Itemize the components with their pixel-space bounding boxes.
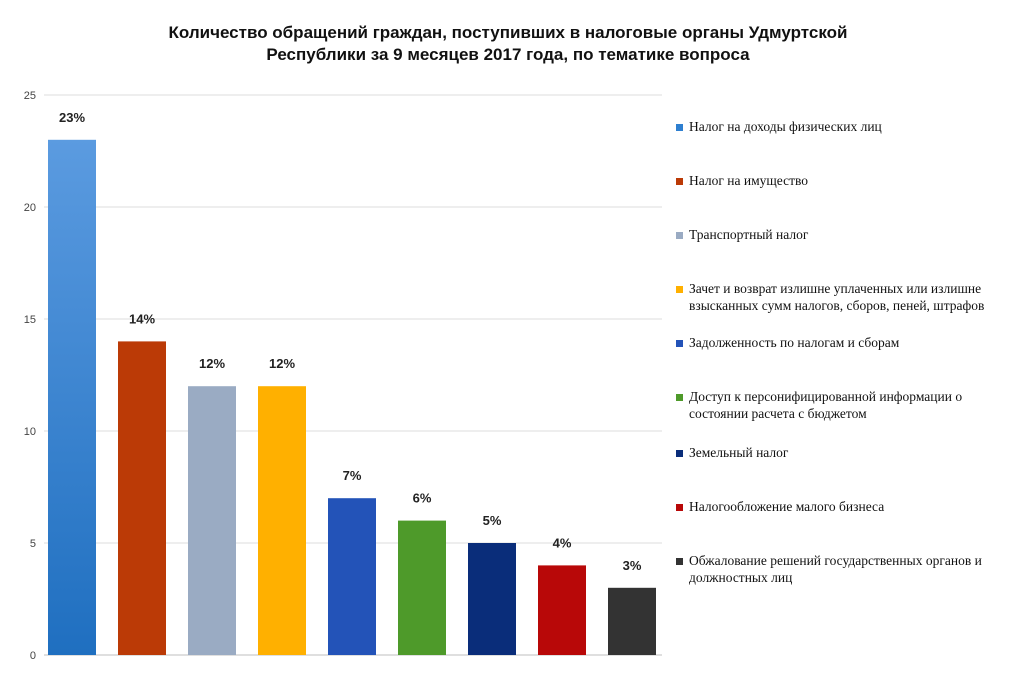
y-tick-label: 5 (30, 538, 36, 550)
data-label-6: 6% (413, 491, 432, 506)
chart-title-line-1: Количество обращений граждан, поступивши… (168, 23, 848, 42)
data-label-3: 12% (199, 356, 225, 371)
legend-swatch (676, 558, 683, 565)
chart-title-line-2: Республики за 9 месяцев 2017 года, по те… (266, 45, 750, 64)
legend-label: Задолженность по налогам и сборам (689, 335, 900, 350)
bar-4 (258, 386, 306, 655)
legend-swatch (676, 450, 683, 457)
y-tick-label: 25 (24, 90, 36, 102)
bar-6 (398, 520, 446, 655)
data-label-5: 7% (343, 468, 362, 483)
bar-1 (48, 139, 96, 656)
bar-2 (118, 341, 166, 655)
y-tick-label: 20 (24, 202, 36, 214)
y-tick-label: 15 (24, 314, 36, 326)
data-label-4: 12% (269, 356, 295, 371)
y-tick-label: 0 (30, 650, 36, 662)
data-label-9: 3% (623, 558, 642, 573)
legend-item-4: Зачет и возврат излишне уплаченных или и… (676, 280, 1001, 314)
legend-item-5: Задолженность по налогам и сборам (676, 334, 1001, 351)
legend-swatch (676, 232, 683, 239)
legend-swatch (676, 178, 683, 185)
y-tick-label: 10 (24, 426, 36, 438)
legend-label: Доступ к персонифицированной информации … (689, 389, 963, 421)
legend-label: Земельный налог (689, 445, 789, 460)
legend-label: Налог на доходы физических лиц (689, 119, 882, 134)
legend-swatch (676, 124, 683, 131)
legend-item-7: Земельный налог (676, 444, 1001, 461)
legend-item-6: Доступ к персонифицированной информации … (676, 388, 1001, 422)
bar-9 (608, 587, 656, 655)
data-label-8: 4% (553, 535, 572, 550)
legend-label: Зачет и возврат излишне уплаченных или и… (689, 281, 985, 313)
legend-item-1: Налог на доходы физических лиц (676, 118, 1001, 135)
data-label-1: 23% (59, 110, 85, 125)
data-label-7: 5% (483, 513, 502, 528)
legend-label: Налог на имущество (689, 173, 809, 188)
legend-swatch (676, 504, 683, 511)
bar-8 (538, 565, 586, 655)
legend-item-3: Транспортный налог (676, 226, 1001, 243)
legend-swatch (676, 394, 683, 401)
legend-item-8: Налогообложение малого бизнеса (676, 498, 1001, 515)
bar-5 (328, 498, 376, 655)
bar-chart: 0 5 10 15 20 25 23% 14% 12% 12% 7% 6% 5% 4% 3% (24, 90, 662, 662)
bar-7 (468, 543, 516, 655)
legend-label: Транспортный налог (689, 227, 809, 242)
legend-label: Обжалование решений государственных орга… (689, 553, 982, 585)
legend-swatch (676, 340, 683, 347)
data-label-2: 14% (129, 311, 155, 326)
legend-item-9: Обжалование решений государственных орга… (676, 552, 1001, 586)
legend-label: Налогообложение малого бизнеса (689, 499, 885, 514)
legend-swatch (676, 286, 683, 293)
bar-3 (188, 386, 236, 655)
legend-item-2: Налог на имущество (676, 172, 1001, 189)
chart-title: Количество обращений граждан, поступивши… (120, 22, 896, 66)
